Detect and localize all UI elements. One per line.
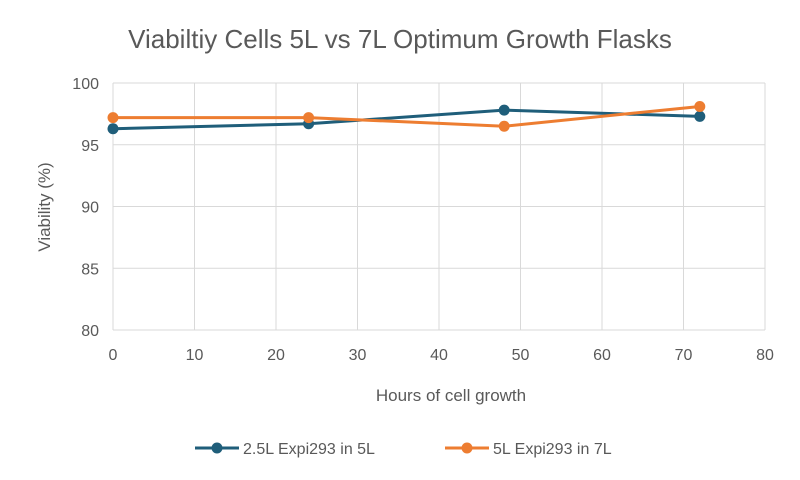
chart-title: Viabiltiy Cells 5L vs 7L Optimum Growth … bbox=[128, 24, 672, 54]
y-tick-label: 85 bbox=[81, 261, 99, 278]
x-tick-label: 0 bbox=[109, 347, 118, 364]
data-point bbox=[303, 112, 315, 124]
data-point bbox=[694, 110, 706, 122]
data-point bbox=[498, 104, 510, 116]
data-point bbox=[694, 100, 706, 112]
series-line bbox=[112, 108, 700, 131]
data-point bbox=[498, 120, 510, 132]
y-tick-label: 100 bbox=[72, 76, 99, 93]
x-tick-label: 20 bbox=[267, 347, 285, 364]
legend-marker bbox=[211, 442, 223, 454]
x-axis-label: Hours of cell growth bbox=[376, 386, 526, 405]
x-tick-label: 60 bbox=[593, 347, 611, 364]
y-tick-label: 90 bbox=[81, 200, 99, 217]
series-line bbox=[113, 104, 700, 128]
y-axis-label: Viability (%) bbox=[35, 162, 54, 251]
data-point bbox=[107, 112, 119, 124]
x-tick-label: 10 bbox=[186, 347, 204, 364]
legend-marker bbox=[461, 442, 473, 454]
x-tick-label: 30 bbox=[349, 347, 367, 364]
x-tick-label: 50 bbox=[512, 347, 530, 364]
legend-label: 2.5L Expi293 in 5L bbox=[243, 441, 375, 458]
y-tick-label: 80 bbox=[81, 323, 99, 340]
y-tick-label: 95 bbox=[81, 138, 99, 155]
x-tick-label: 70 bbox=[675, 347, 693, 364]
data-point bbox=[107, 123, 119, 135]
gridlines bbox=[112, 82, 766, 331]
x-tick-label: 80 bbox=[756, 347, 774, 364]
legend-label: 5L Expi293 in 7L bbox=[493, 441, 612, 458]
x-tick-label: 40 bbox=[430, 347, 448, 364]
legend: 2.5L Expi293 in 5L 5L Expi293 in 7L bbox=[195, 441, 612, 458]
